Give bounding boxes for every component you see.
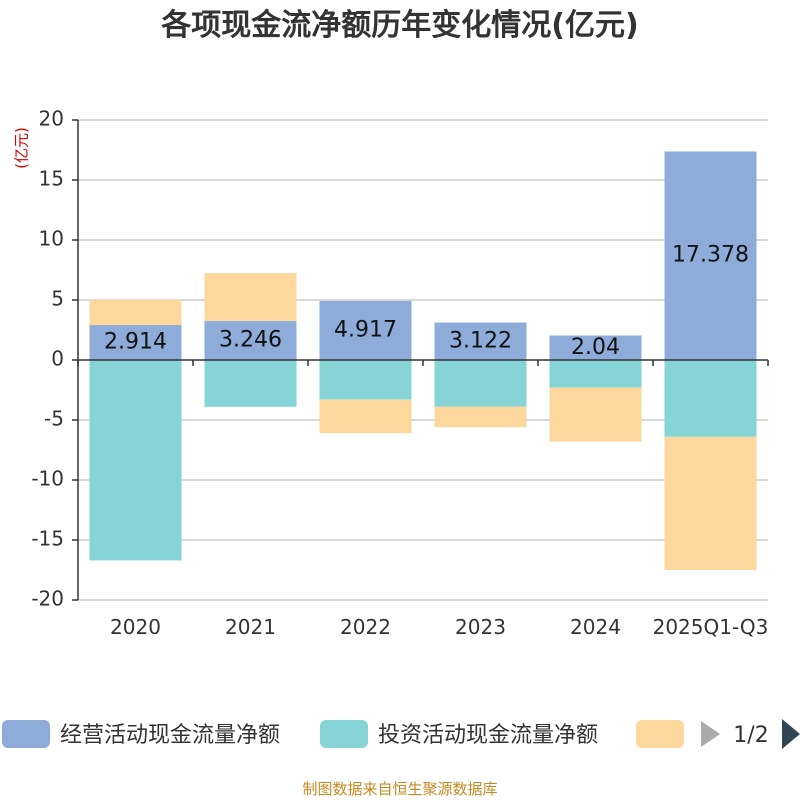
grid	[78, 119, 768, 601]
bar-series0-2022[interactable]	[319, 300, 412, 360]
triangle-right-icon[interactable]	[782, 719, 800, 749]
x-tick-label: 2021	[225, 615, 276, 639]
bar-series1-2024[interactable]	[549, 360, 642, 388]
data-label: 17.378	[672, 243, 749, 268]
data-label: 2.914	[104, 330, 167, 355]
y-tick-label: -20	[31, 587, 64, 611]
bar-series1-2022[interactable]	[319, 360, 412, 400]
bar-series2-2024[interactable]	[549, 387, 642, 442]
x-tick-label: 2023	[455, 615, 506, 639]
bar-series2-2022[interactable]	[319, 399, 412, 434]
data-label: 2.04	[571, 335, 620, 360]
y-tick-label: 15	[39, 167, 64, 191]
data-labels: 2.914 3.246 4.917 3.122 2.04 17.378	[104, 243, 749, 360]
bar-series1-2021[interactable]	[204, 360, 297, 407]
y-tick-label: -10	[31, 467, 64, 491]
x-tick-label: 2025Q1-Q3	[653, 615, 769, 639]
legend[interactable]: 经营活动现金流量净额 投资活动现金流量净额 1/2	[2, 719, 800, 749]
legend-swatch-financing[interactable]	[636, 720, 684, 748]
legend-page-indicator: 1/2	[733, 723, 768, 748]
bars[interactable]	[89, 151, 757, 570]
data-label: 3.122	[449, 328, 512, 353]
legend-label-investing[interactable]: 投资活动现金流量净额	[378, 723, 598, 748]
x-tick-label: 2024	[570, 615, 621, 639]
chart-title: 各项现金流净额历年变化情况(亿元)	[160, 8, 638, 43]
axes: 20 15 10 5 0 -5 -10 -15 -20 2020 2021 2022 2023 2024 2…	[31, 107, 769, 639]
legend-swatch-investing[interactable]	[320, 720, 368, 748]
bar-series0-2025Q1-Q3[interactable]	[664, 151, 757, 360]
bar-series2-2025Q1-Q3[interactable]	[664, 436, 757, 570]
source-note: 制图数据来自恒生聚源数据库	[302, 780, 497, 798]
bar-series0-2021[interactable]	[204, 321, 297, 360]
y-tick-label: 20	[39, 107, 64, 131]
x-tick-label: 2020	[110, 615, 161, 639]
legend-label-operating[interactable]: 经营活动现金流量净额	[60, 723, 280, 748]
bar-series1-2020[interactable]	[89, 360, 182, 561]
data-label: 3.246	[219, 328, 282, 353]
y-tick-label: -5	[44, 407, 64, 431]
y-axis-unit: (亿元)	[13, 127, 31, 169]
x-tick-label: 2022	[340, 615, 391, 639]
bar-series0-2023[interactable]	[434, 322, 527, 360]
bar-series1-2025Q1-Q3[interactable]	[664, 360, 757, 437]
bar-series2-2020[interactable]	[89, 299, 182, 326]
bar-series1-2023[interactable]	[434, 360, 527, 407]
triangle-left-icon[interactable]	[701, 721, 720, 747]
y-tick-label: 10	[39, 227, 64, 251]
bar-series0-2024[interactable]	[549, 335, 642, 360]
y-tick-label: 5	[51, 287, 64, 311]
y-tick-label: -15	[31, 527, 64, 551]
y-tick-label: 0	[51, 347, 64, 371]
bar-series0-2020[interactable]	[89, 325, 182, 360]
bar-series2-2021[interactable]	[204, 273, 297, 322]
legend-swatch-operating[interactable]	[2, 720, 50, 748]
bar-series2-2023[interactable]	[434, 406, 527, 428]
data-label: 4.917	[334, 317, 397, 342]
